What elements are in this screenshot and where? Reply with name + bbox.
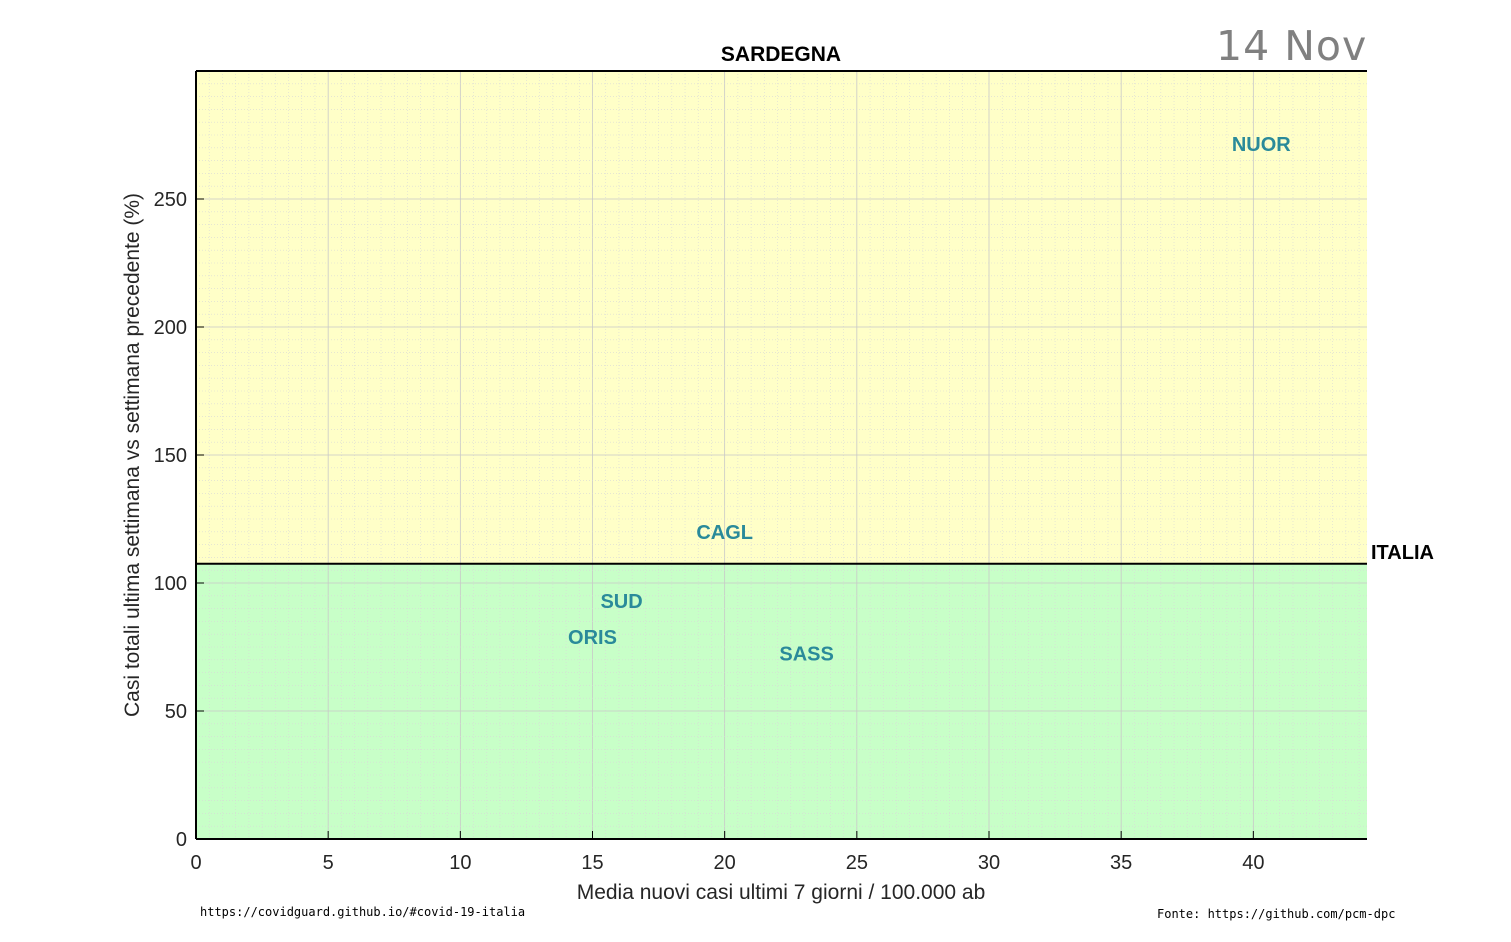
y-tick-label: 0 bbox=[176, 829, 187, 851]
chart-title: SARDEGNA bbox=[721, 43, 841, 66]
point-label: SUD bbox=[600, 591, 642, 613]
point-label: CAGL bbox=[696, 522, 753, 544]
point-label: ORIS bbox=[568, 627, 617, 649]
point-label: SASS bbox=[779, 643, 833, 665]
date-label: 14 Nov bbox=[1216, 22, 1368, 70]
x-tick-label: 20 bbox=[714, 852, 736, 874]
y-tick-label: 150 bbox=[154, 445, 187, 467]
x-tick-label: 5 bbox=[323, 852, 334, 874]
y-tick-label: 100 bbox=[154, 573, 187, 595]
x-tick-label: 15 bbox=[581, 852, 603, 874]
y-tick-label: 200 bbox=[154, 317, 187, 339]
point-label: NUOR bbox=[1232, 134, 1291, 156]
zone-above-italia bbox=[196, 71, 1367, 564]
x-tick-label: 0 bbox=[190, 852, 201, 874]
reference-line-label: ITALIA bbox=[1371, 542, 1434, 564]
zone-below-italia bbox=[196, 563, 1367, 839]
x-tick-label: 10 bbox=[449, 852, 471, 874]
y-tick-label: 250 bbox=[154, 189, 187, 211]
y-axis-label: Casi totali ultima settimana vs settiman… bbox=[121, 193, 144, 717]
x-axis-label: Media nuovi casi ultimi 7 giorni / 100.0… bbox=[577, 881, 986, 904]
data-source: Fonte: https://github.com/pcm-dpc bbox=[1157, 907, 1396, 921]
x-tick-label: 30 bbox=[978, 852, 1000, 874]
x-tick-label: 40 bbox=[1242, 852, 1264, 874]
x-tick-label: 35 bbox=[1110, 852, 1132, 874]
x-tick-label: 25 bbox=[846, 852, 868, 874]
y-tick-label: 50 bbox=[165, 701, 187, 723]
source-link[interactable]: https://covidguard.github.io/#covid-19-i… bbox=[200, 905, 526, 919]
